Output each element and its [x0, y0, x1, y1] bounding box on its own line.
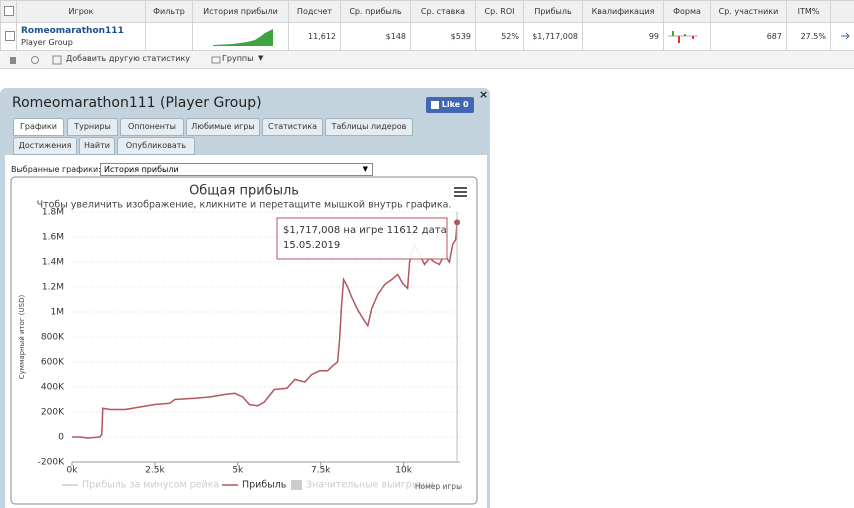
tab[interactable]: Найти	[79, 137, 115, 155]
groups-caret[interactable]: ▼	[258, 54, 264, 62]
x-axis-title: Номер игры	[415, 482, 462, 491]
chart-frame	[10, 176, 478, 505]
col-header[interactable]: Подсчет	[288, 0, 341, 23]
col-header[interactable]: ITM%	[786, 0, 831, 23]
player-panel: Romeomarathon111 (Player Group) Like 0 ×…	[0, 88, 490, 508]
x-tick-label: 7.5k	[311, 466, 331, 476]
count-cell: 11,612	[288, 22, 341, 51]
link-cell[interactable]	[830, 22, 854, 51]
like-button[interactable]: Like 0	[426, 97, 474, 113]
tab[interactable]: Оппоненты	[120, 118, 184, 136]
legend-icon[interactable]	[291, 480, 302, 490]
groups-button[interactable]: Группы	[222, 54, 254, 63]
y-tick-label: 800K	[41, 333, 65, 343]
col-header[interactable]: Ср. участники	[710, 0, 787, 23]
menu-button[interactable]	[454, 187, 467, 197]
stats-table: Игрок Фильтр История прибыли Подсчет Ср.…	[0, 0, 854, 51]
groups-icon[interactable]	[211, 55, 221, 65]
link-icon[interactable]	[840, 32, 850, 40]
close-button[interactable]: ×	[479, 88, 489, 101]
like-text[interactable]: Like	[441, 100, 461, 109]
y-tick-label: 1.6M	[42, 233, 64, 243]
y-tick-label: 600K	[41, 358, 65, 368]
chart-title: Общая прибыль	[189, 184, 299, 199]
tab[interactable]: Графики	[13, 118, 64, 136]
tooltip-text: 15.05.2019	[283, 240, 340, 251]
x-tick-label: 0k	[67, 466, 79, 476]
tab[interactable]: Таблицы лидеров	[325, 118, 413, 136]
legend-label[interactable]: Значительные выигрыши	[306, 480, 434, 491]
select-value[interactable]: История прибыли	[104, 165, 179, 174]
form-icon	[668, 30, 698, 43]
delete-icon[interactable]	[8, 55, 18, 65]
x-tick-label: 10k	[395, 466, 412, 476]
toolbar: Добавить другую статистику Группы ▼	[0, 51, 854, 69]
col-header[interactable]: Квалификация	[582, 0, 664, 23]
tab[interactable]: Любимые игры	[186, 118, 260, 136]
itm-cell: 27.5%	[786, 22, 831, 51]
y-tick-label: 200K	[41, 408, 65, 418]
sparkline-cell	[192, 22, 289, 51]
tab[interactable]: Опубликовать	[117, 137, 195, 155]
player-group: Player Group	[21, 37, 73, 47]
player-name[interactable]: Romeomarathon111	[21, 25, 124, 36]
sparkline	[213, 28, 273, 46]
x-tick-label: 2.5k	[145, 466, 165, 476]
avg-stake-cell: $539	[410, 22, 476, 51]
y-tick-label: -200K	[38, 458, 65, 468]
panel-title: Romeomarathon111 (Player Group)	[12, 95, 262, 111]
entrants-cell: 687	[710, 22, 787, 51]
player-cell: Romeomarathon111 Player Group	[16, 22, 146, 51]
chart-subtitle: Чтобы увеличить изображение, кликните и …	[37, 200, 452, 211]
refresh-icon[interactable]	[30, 55, 40, 65]
col-header[interactable]: Форма	[663, 0, 711, 23]
col-header	[830, 0, 854, 23]
tooltip-box	[276, 217, 448, 260]
col-header[interactable]: Прибыль	[523, 0, 583, 23]
tab[interactable]: Статистика	[262, 118, 323, 136]
add-stat-button[interactable]: Добавить другую статистику	[66, 54, 191, 63]
tab[interactable]: Достижения	[13, 137, 77, 155]
select-label: Выбранные графики:	[11, 165, 101, 174]
tooltip-text: $1,717,008 на игре 11612 дата	[283, 225, 447, 236]
qualification-cell: 99	[582, 22, 664, 51]
y-axis-title: Суммарный итог (USD)	[18, 295, 26, 380]
col-header[interactable]: Игрок	[16, 0, 146, 23]
form-cell	[663, 22, 711, 51]
hover-marker	[454, 219, 461, 226]
y-tick-label: 1.2M	[42, 283, 64, 293]
y-tick-label: 1.4M	[42, 258, 64, 268]
tab[interactable]: Турниры	[67, 118, 118, 136]
col-header[interactable]: Ср. ставка	[410, 0, 476, 23]
tooltip: $1,717,008 на игре 11612 дата 15.05.2019	[276, 217, 448, 260]
filter-cell	[145, 22, 193, 51]
panel-body: Выбранные графики: История прибыли ▼	[5, 155, 487, 508]
y-tick-label: 1.8M	[42, 208, 64, 218]
row-select[interactable]	[0, 22, 17, 51]
y-tick-label: 400K	[41, 383, 65, 393]
add-icon[interactable]	[52, 55, 62, 65]
y-tick-label: 1M	[51, 308, 65, 318]
like-count[interactable]: 0	[462, 100, 469, 109]
col-header[interactable]: История прибыли	[192, 0, 289, 23]
x-tick-label: 5k	[232, 466, 244, 476]
chart-select[interactable]: История прибыли ▼	[100, 163, 373, 176]
legend-label[interactable]: Прибыль за минусом рейка	[82, 480, 219, 491]
y-tick-label: 0	[58, 433, 64, 443]
legend-label[interactable]: Прибыль	[242, 480, 287, 491]
